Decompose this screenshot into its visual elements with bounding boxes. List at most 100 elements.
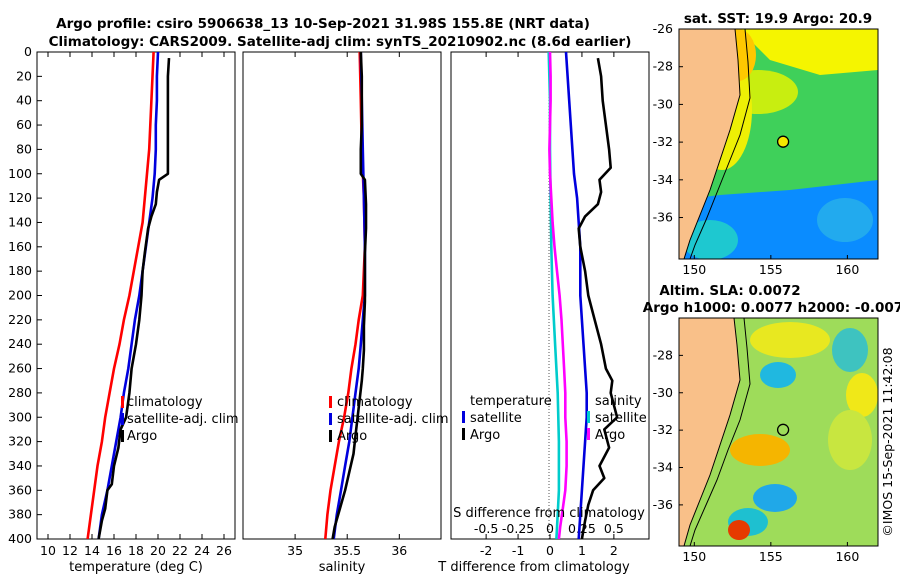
legend-swatch-argo — [121, 430, 124, 442]
map-x-tick-label: 150 — [682, 262, 706, 277]
x-tick-label: -2 — [480, 543, 492, 558]
sla-high-patch-c — [730, 434, 790, 466]
sla-low-patch-a — [832, 328, 868, 372]
legend-label-satellite: satellite-adj. clim — [127, 412, 239, 427]
x2-tick-label: 0.5 — [604, 521, 624, 536]
legend-swatch-t-argo — [462, 428, 465, 440]
y-tick-label: 20 — [16, 68, 32, 83]
map-y-tick-label: -28 — [653, 59, 673, 74]
x-tick-label: 1 — [578, 543, 586, 558]
map-y-tick-label: -32 — [653, 134, 673, 149]
x-tick-label: 12 — [62, 543, 78, 558]
y-tick-label: 340 — [8, 458, 32, 473]
y-tick-label: 200 — [8, 288, 32, 303]
sst-cool-patch-coast — [682, 220, 738, 259]
sla-land — [679, 318, 740, 546]
legend-label-climatology: climatology — [337, 395, 413, 410]
salinity-lines — [324, 52, 368, 539]
map-y-tick-label: -36 — [653, 210, 673, 225]
salinity-axes — [242, 51, 442, 540]
sst-map-title: sat. SST: 19.9 Argo: 20.9 — [684, 11, 872, 27]
y-tick-label: 220 — [8, 312, 32, 327]
salinity-ticks: 35 35.5 36 — [287, 52, 407, 558]
y-tick-label: 140 — [8, 214, 32, 229]
x-tick-label: 35 — [287, 543, 303, 558]
series-line-argo — [97, 58, 171, 539]
x-tick-label: 0 — [546, 543, 554, 558]
map-x-tick-label: 160 — [835, 549, 859, 564]
x-tick-label: 36 — [391, 543, 407, 558]
temperature-panel: 0 20 40 60 80 100 120 140 160 180 200 220 240 260 280 3… — [8, 44, 238, 575]
series-line-satellite-adj-clim — [332, 52, 367, 539]
salinity-xlabel: salinity — [319, 560, 366, 575]
x-tick-label: 10 — [40, 543, 56, 558]
x2-tick-label: 0.25 — [568, 521, 596, 536]
difference-lines — [547, 52, 619, 539]
legend-swatch-t-satellite — [462, 411, 465, 423]
temperature-axes — [36, 51, 236, 540]
sst-cool-patch — [817, 198, 873, 242]
sst-land — [679, 29, 740, 259]
y-tick-label: 300 — [8, 409, 32, 424]
series-line-satellite-adj-clim — [97, 52, 160, 539]
y-tick-label: 260 — [8, 361, 32, 376]
legend-swatch-s-satellite — [587, 411, 590, 423]
salinity-panel: 35 35.5 36 salinity climatology satellite-… — [242, 51, 449, 575]
y-tick-label: 120 — [8, 190, 32, 205]
sla-isobath — [689, 318, 751, 546]
sla-argo-marker — [776, 423, 790, 436]
series-line-climatology — [86, 52, 155, 539]
x2-tick-label: 0 — [546, 521, 554, 536]
sla-map-title-line1: Altim. SLA: 0.0072 — [659, 283, 800, 299]
sla-high-patch-d — [728, 520, 750, 540]
map-x-tick-label: 160 — [835, 262, 859, 277]
series-line-t-satellite — [564, 52, 589, 539]
figure-title-line1: Argo profile: csiro 5906638_13 10-Sep-20… — [56, 16, 590, 32]
x2-tick-label: -0.25 — [502, 521, 534, 536]
map-y-tick-label: -34 — [653, 460, 673, 475]
legend-label-climatology: climatology — [127, 395, 203, 410]
map-y-tick-label: -32 — [653, 422, 673, 437]
salinity-legend: climatology satellite-adj. clim Argo — [329, 395, 449, 444]
y-tick-label: 180 — [8, 263, 32, 278]
y-tick-label: 60 — [16, 117, 32, 132]
difference-panel: -2 -1 0 1 2 -0.5 -0.25 0 0.25 0.5 S difference f… — [437, 51, 650, 575]
y-tick-label: 240 — [8, 336, 32, 351]
y-tick-label: 80 — [16, 141, 32, 156]
sst-warm-patch-north — [679, 29, 878, 75]
x-tick-label: 2 — [610, 543, 618, 558]
legend-label-t-satellite: satellite — [470, 411, 522, 426]
map-x-tick-label: 155 — [759, 549, 783, 564]
y-tick-label: 280 — [8, 385, 32, 400]
series-line-t-argo — [577, 57, 619, 539]
legend-swatch-satellite — [329, 413, 332, 425]
sst-map-panel: sat. SST: 19.9 Argo: 20.9 150 155 160 -26 -2… — [653, 11, 879, 277]
sla-low-patch-c — [753, 484, 797, 512]
sla-low-patch-b — [760, 362, 796, 388]
legend-label-satellite: satellite-adj. clim — [337, 412, 449, 427]
sst-isobath — [689, 29, 751, 259]
map-y-tick-label: -30 — [653, 385, 673, 400]
s-difference-ticks: -0.5 -0.25 0 0.25 0.5 — [474, 52, 624, 536]
temperature-lines — [86, 52, 171, 539]
x-tick-label: 14 — [84, 543, 100, 558]
sst-map-field — [679, 29, 878, 259]
y-tick-label: 160 — [8, 239, 32, 254]
y-tick-label: 40 — [16, 93, 32, 108]
legend-label-argo: Argo — [337, 429, 367, 444]
legend-title-temperature: temperature — [470, 394, 552, 409]
imos-credit: ©IMOS 15-Sep-2021 11:42:08 — [880, 347, 895, 536]
sla-map-title-line2: Argo h1000: 0.0077 h2000: -0.007 — [643, 300, 900, 316]
map-y-tick-label: -28 — [653, 347, 673, 362]
x-tick-label: 18 — [128, 543, 144, 558]
t-difference-ticks: -2 -1 0 1 2 — [480, 534, 618, 558]
sst-map-axes — [678, 28, 879, 260]
t-difference-xlabel: T difference from climatology — [437, 560, 630, 575]
legend-label-s-argo: Argo — [595, 428, 625, 443]
sla-map-ticks: 150 155 160 -28 -30 -32 -34 -36 — [653, 347, 860, 564]
figure-title-line2: Climatology: CARS2009. Satellite-adj cli… — [49, 34, 632, 50]
legend-swatch-satellite — [121, 413, 124, 425]
map-x-tick-label: 155 — [759, 262, 783, 277]
y-tick-label: 100 — [8, 166, 32, 181]
